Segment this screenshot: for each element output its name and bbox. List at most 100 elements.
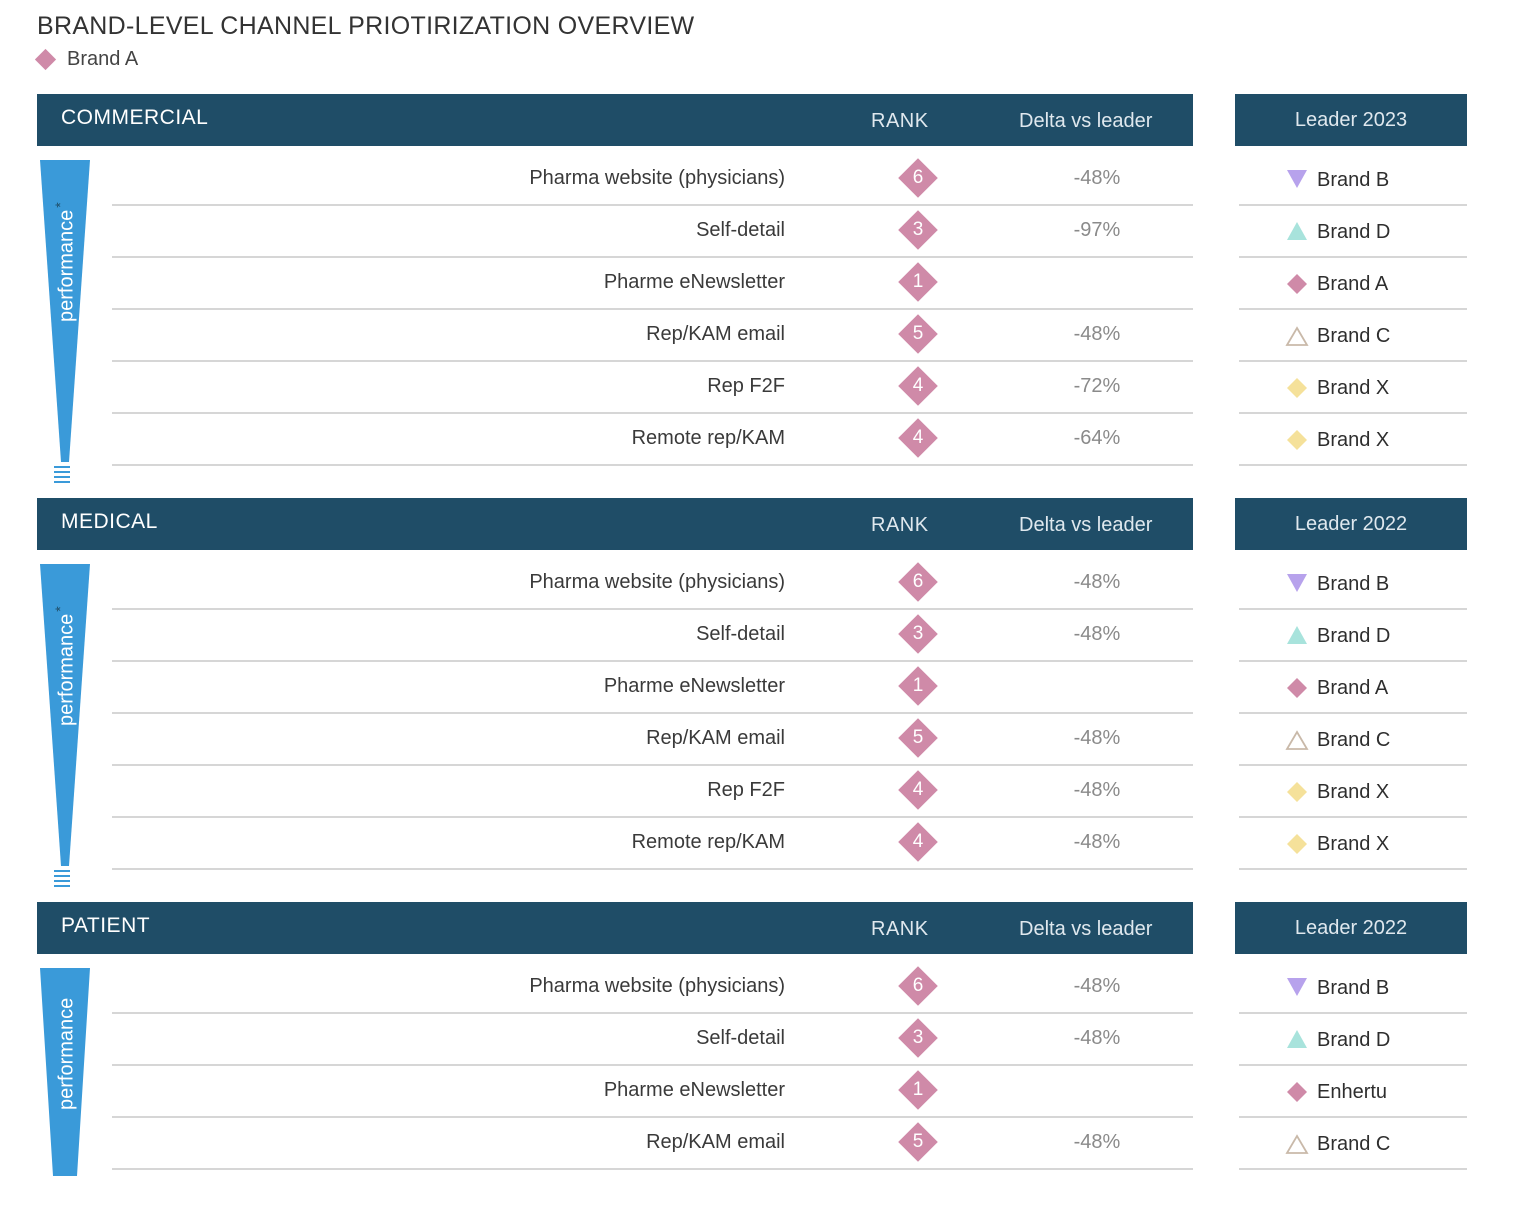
table-row: Pharma website (physicians) 6 -48% [112, 152, 1193, 206]
delta-value: -48% [1073, 779, 1121, 801]
delta-value [1047, 256, 1147, 308]
rank-column-header: RANK [871, 918, 929, 940]
rank-value: 3 [912, 623, 924, 644]
delta-value: -48% [1073, 323, 1121, 345]
funnel-tick [54, 875, 70, 877]
legend: Brand A [34, 46, 139, 72]
diamond-icon [1285, 272, 1309, 296]
table-row: Pharme eNewsletter 1 [112, 256, 1193, 310]
leader-row: Brand D [1239, 204, 1467, 258]
channel-label: Pharme eNewsletter [603, 675, 785, 697]
rank-badge: 4 [898, 822, 938, 862]
leader-brand-label: Brand A [1317, 273, 1389, 295]
table-row: Pharma website (physicians) 6 -48% [112, 556, 1193, 610]
rank-badge: 4 [898, 770, 938, 810]
rank-value: 5 [912, 1131, 924, 1152]
channel-label: Self-detail [696, 623, 785, 645]
triangle-up-icon [1285, 1028, 1309, 1052]
legend-label: Brand A [67, 47, 139, 70]
section-title: PATIENT [61, 914, 151, 937]
channel-label: Pharma website (physicians) [529, 975, 785, 997]
channel-label: Pharme eNewsletter [603, 271, 785, 293]
rank-value: 3 [912, 1027, 924, 1048]
rank-value: 6 [912, 167, 924, 188]
rank-value: 5 [912, 727, 924, 748]
funnel-tick [54, 471, 70, 473]
rank-value: 4 [912, 779, 924, 800]
performance-asterisk: * [52, 606, 68, 612]
leader-header: Leader 2022 [1235, 498, 1467, 550]
performance-funnel [40, 160, 90, 483]
channel-label: Self-detail [696, 1027, 785, 1049]
leader-row: Brand C [1239, 308, 1467, 362]
section-header: MEDICAL RANK Delta vs leader [37, 498, 1193, 550]
diamond-yellow-icon [1285, 376, 1309, 400]
performance-text: performance [55, 613, 78, 726]
leader-row: Brand A [1239, 256, 1467, 310]
rank-badge: 4 [898, 418, 938, 458]
leader-brand-label: Brand X [1317, 429, 1390, 451]
leader-brand-label: Brand B [1317, 977, 1390, 999]
leader-brand-label: Brand B [1317, 573, 1390, 595]
delta-value: -48% [1073, 1027, 1121, 1049]
table-row: Rep F2F 4 -72% [112, 360, 1193, 414]
rank-badge: 6 [898, 158, 938, 198]
diamond-icon [1285, 1080, 1309, 1104]
rank-badge: 1 [898, 666, 938, 706]
section-patient: PATIENT RANK Delta vs leader Leader 2022 per… [0, 902, 1540, 1176]
delta-value: -48% [1073, 167, 1121, 189]
performance-text: performance [55, 997, 78, 1110]
rank-badge: 5 [898, 718, 938, 758]
rank-badge: 1 [898, 1070, 938, 1110]
delta-value: -48% [1073, 623, 1121, 645]
leader-row: Brand X [1239, 360, 1467, 414]
section-commercial: COMMERCIAL RANK Delta vs leader Leader 2023… [0, 94, 1540, 483]
rank-value: 6 [912, 571, 924, 592]
funnel-tick [54, 481, 70, 483]
section-medical: MEDICAL RANK Delta vs leader Leader 2022 per… [0, 498, 1540, 887]
leader-brand-label: Brand C [1317, 729, 1391, 751]
rank-value: 1 [912, 1079, 924, 1100]
leader-row: Brand D [1239, 1012, 1467, 1066]
funnel-tick [54, 885, 70, 887]
delta-column-header: Delta vs leader [1019, 110, 1153, 132]
leader-brand-label: Brand X [1317, 377, 1390, 399]
leader-row: Brand B [1239, 556, 1467, 610]
delta-value: -97% [1073, 219, 1121, 241]
section-header: PATIENT RANK Delta vs leader [37, 902, 1193, 954]
rank-column-header: RANK [871, 110, 929, 132]
leader-row: Brand X [1239, 412, 1467, 466]
delta-value: -72% [1073, 375, 1121, 397]
delta-value: -48% [1073, 727, 1121, 749]
section-title: MEDICAL [61, 510, 158, 533]
table-row: Self-detail 3 -48% [112, 608, 1193, 662]
leader-brand-label: Brand D [1317, 221, 1391, 243]
leader-row: Brand D [1239, 608, 1467, 662]
diamond-icon [1285, 676, 1309, 700]
table-row: Self-detail 3 -97% [112, 204, 1193, 258]
channel-label: Rep/KAM email [646, 1131, 785, 1153]
leader-brand-label: Brand C [1317, 1133, 1391, 1155]
funnel-tick [54, 466, 70, 468]
leader-row: Enhertu [1239, 1064, 1467, 1118]
leader-row: Brand C [1239, 1116, 1467, 1170]
leader-row: Brand B [1239, 152, 1467, 206]
triangle-down-icon [1285, 168, 1309, 192]
rank-badge: 3 [898, 210, 938, 250]
leader-brand-label: Brand A [1317, 677, 1389, 699]
rank-value: 6 [912, 975, 924, 996]
rank-badge: 3 [898, 1018, 938, 1058]
table-row: Rep/KAM email 5 -48% [112, 1116, 1193, 1170]
performance-text: performance [55, 209, 78, 322]
performance-funnel [40, 968, 90, 1176]
leader-brand-label: Enhertu [1317, 1081, 1388, 1103]
diamond-yellow-icon [1285, 832, 1309, 856]
delta-value [1047, 1064, 1147, 1116]
table-row: Rep/KAM email 5 -48% [112, 712, 1193, 766]
table-row: Pharme eNewsletter 1 [112, 1064, 1193, 1118]
leader-row: Brand X [1239, 764, 1467, 818]
channel-label: Pharma website (physicians) [529, 167, 785, 189]
legend-diamond-icon [34, 48, 57, 70]
performance-funnel [40, 564, 90, 887]
delta-value: -48% [1073, 831, 1121, 853]
